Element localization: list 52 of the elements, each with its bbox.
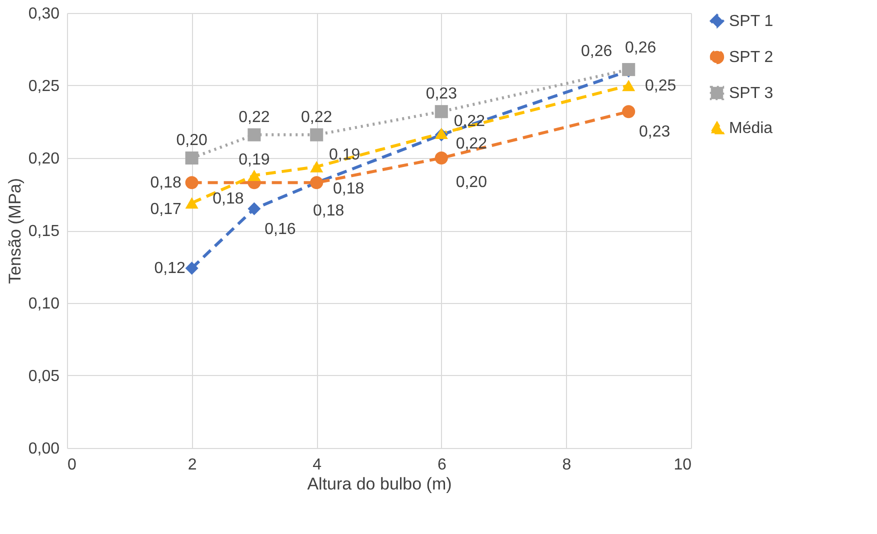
data-label: 0,18	[150, 174, 182, 192]
x-tick-label: 6	[437, 456, 446, 474]
point	[185, 262, 198, 275]
data-label: 0,18	[313, 202, 344, 220]
point	[434, 128, 448, 139]
data-label: 0,22	[301, 108, 332, 126]
data-label: 0,18	[212, 190, 244, 208]
point	[185, 151, 198, 165]
x-tick-label: 0	[68, 456, 76, 474]
data-label: 0,12	[154, 260, 186, 278]
data-label: 0,26	[581, 43, 612, 60]
data-label: 0,17	[150, 200, 182, 218]
point	[434, 105, 448, 118]
legend-label: SPT 3	[729, 85, 774, 102]
data-label: 0,22	[456, 135, 488, 152]
data-label: 0,25	[645, 78, 676, 94]
legend-label: Média	[729, 120, 773, 137]
legend-label: SPT 2	[729, 49, 774, 66]
point	[248, 170, 261, 182]
point	[248, 128, 261, 142]
x-tick-label: 2	[188, 456, 197, 474]
y-tick-label: 0,25	[28, 78, 60, 95]
point	[248, 202, 261, 216]
y-tick-label: 0,20	[28, 150, 60, 168]
x-tick-label: 4	[312, 456, 322, 474]
x-tick-label: 10	[674, 456, 692, 474]
point	[185, 176, 198, 190]
data-label: 0,26	[625, 40, 656, 57]
y-tick-label: 0,10	[28, 296, 60, 312]
y-tick-label: 0,00	[28, 440, 60, 458]
data-label: 0,20	[456, 174, 488, 191]
data-label: 0,23	[639, 124, 670, 141]
point	[310, 161, 324, 172]
x-axis-title: Altura do bulbo (m)	[307, 474, 452, 494]
data-label: 0,20	[176, 132, 208, 149]
point	[622, 80, 636, 92]
y-tick-label: 0,30	[28, 6, 60, 22]
data-label: 0,22	[238, 108, 270, 126]
y-axis-title: Tensão (MPa)	[5, 178, 24, 284]
point	[310, 128, 324, 142]
data-label: 0,19	[238, 151, 270, 168]
y-tick-label: 0,05	[28, 368, 60, 385]
point	[434, 151, 448, 165]
point	[185, 197, 198, 209]
point	[622, 105, 636, 118]
data-label: 0,18	[333, 180, 364, 198]
data-label: 0,19	[329, 146, 360, 164]
x-tick-label: 8	[562, 456, 572, 474]
y-tick-label: 0,15	[28, 223, 60, 240]
legend-label: SPT 1	[729, 13, 774, 30]
data-label: 0,16	[264, 220, 296, 238]
data-label: 0,23	[426, 86, 458, 103]
